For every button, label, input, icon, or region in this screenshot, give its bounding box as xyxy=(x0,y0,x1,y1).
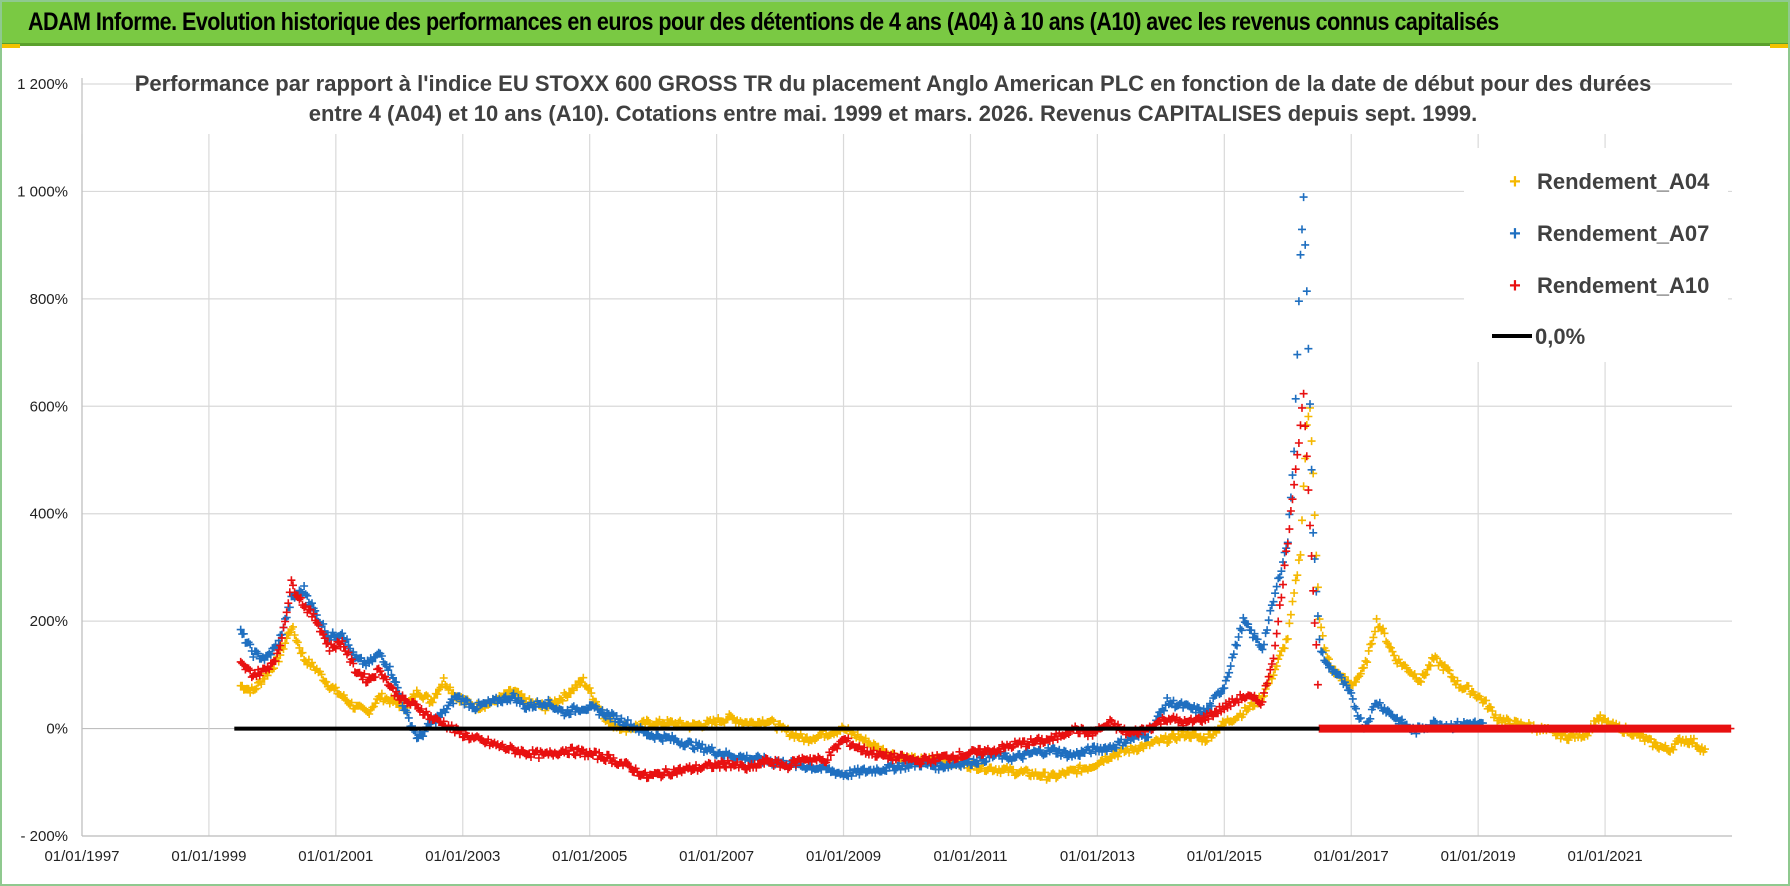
y-axis: - 200% 0% 200% 400% 600% 800% 1 000% 1 200% xyxy=(17,76,83,845)
x-tick-label: 01/01/1999 xyxy=(171,848,246,865)
series-rendement_a10 xyxy=(236,389,1735,783)
y-tick-label: - 200% xyxy=(20,828,68,845)
report-header: ADAM Informe. Evolution historique des p… xyxy=(2,2,1788,46)
header-accent-right xyxy=(1770,44,1788,48)
y-tick-label: 200% xyxy=(30,613,68,630)
y-tick-label: 800% xyxy=(30,291,68,308)
x-tick-label: 01/01/2009 xyxy=(806,848,881,865)
chart-subtitle-line1: Performance par rapport à l'indice EU ST… xyxy=(135,71,1652,96)
legend-label-a04: Rendement_A04 xyxy=(1537,169,1710,194)
x-tick-label: 01/01/2013 xyxy=(1060,848,1135,865)
y-tick-label: 600% xyxy=(30,398,68,415)
grid-lines xyxy=(81,83,1732,837)
y-tick-label: 1 000% xyxy=(17,183,68,200)
header-accent-left xyxy=(2,44,20,48)
series-markers xyxy=(236,389,1735,783)
x-axis: 01/01/1997 01/01/1999 01/01/2001 01/01/2003… xyxy=(44,835,1732,865)
x-tick-label: 01/01/2005 xyxy=(552,848,627,865)
y-tick-label: 0% xyxy=(46,721,68,738)
y-tick-label: 400% xyxy=(30,506,68,523)
report-title: ADAM Informe. Evolution historique des p… xyxy=(28,8,1499,36)
x-tick-label: 01/01/2015 xyxy=(1187,848,1262,865)
chart-subtitle-line2: entre 4 (A04) et 10 ans (A10). Cotations… xyxy=(309,101,1477,126)
x-tick-label: 01/01/2003 xyxy=(425,848,500,865)
x-tick-label: 01/01/2021 xyxy=(1568,848,1643,865)
x-tick-label: 01/01/2017 xyxy=(1314,848,1389,865)
legend: + Rendement_A04 + Rendement_A07 + Rendem… xyxy=(1464,148,1728,362)
legend-marker-a04: + xyxy=(1509,171,1521,193)
legend-label-a07: Rendement_A07 xyxy=(1537,221,1709,246)
subtitle-background xyxy=(208,68,1578,132)
x-tick-label: 01/01/2019 xyxy=(1441,848,1516,865)
legend-label-a10: Rendement_A10 xyxy=(1537,273,1709,298)
legend-background xyxy=(1464,148,1728,362)
x-tick-label: 01/01/2007 xyxy=(679,848,754,865)
legend-marker-a07: + xyxy=(1509,223,1521,245)
x-tick-label: 01/01/1997 xyxy=(44,848,119,865)
y-tick-label: 1 200% xyxy=(17,76,68,93)
legend-label-zero: 0,0% xyxy=(1535,324,1585,349)
x-tick-label: 01/01/2011 xyxy=(933,848,1007,865)
legend-marker-a10: + xyxy=(1509,275,1521,297)
x-tick-label: 01/01/2001 xyxy=(298,848,373,865)
